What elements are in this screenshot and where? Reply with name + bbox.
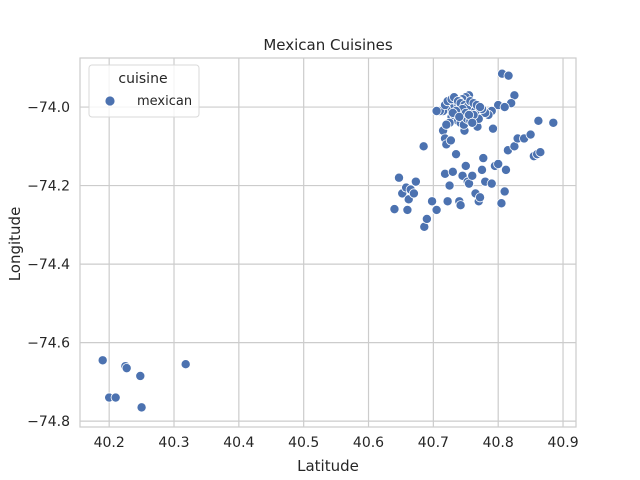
scatter-point — [408, 188, 419, 199]
scatter-point — [410, 176, 421, 187]
x-tick-label: 40.6 — [353, 435, 384, 451]
scatter-point — [402, 204, 413, 215]
scatter-point — [447, 166, 458, 177]
y-tick-labels: −74.8 −74.6 −74.4 −74.2 −74.0 — [27, 100, 70, 430]
scatter-point — [451, 149, 462, 160]
scatter-point — [389, 204, 400, 215]
scatter-point — [442, 196, 453, 207]
legend-title: cuisine — [118, 71, 167, 87]
scatter-point — [533, 115, 544, 126]
scatter-point — [488, 123, 499, 134]
y-axis-label: Longitude — [6, 207, 24, 282]
scatter-point — [97, 355, 108, 366]
legend-label: mexican — [137, 94, 192, 109]
x-tick-label: 40.5 — [288, 435, 319, 451]
scatter-point — [444, 180, 455, 191]
scatter-point — [467, 170, 478, 181]
scatter-point — [136, 402, 147, 413]
scatter-point — [431, 204, 442, 215]
scatter-point — [503, 70, 514, 81]
scatter-point — [441, 119, 452, 130]
scatter-point — [418, 141, 429, 152]
x-tick-label: 40.3 — [158, 435, 189, 451]
x-axis-label: Latitude — [297, 457, 359, 475]
x-tick-labels: 40.2 40.3 40.4 40.5 40.6 40.7 40.8 40.9 — [94, 435, 579, 451]
x-tick-label: 40.2 — [94, 435, 125, 451]
scatter-point — [499, 186, 510, 197]
scatter-point — [486, 178, 497, 189]
y-tick-label: −74.8 — [27, 414, 70, 430]
scatter-point — [493, 158, 504, 169]
data-points — [97, 68, 559, 413]
x-tick-label: 40.8 — [483, 435, 514, 451]
x-tick-label: 40.7 — [418, 435, 449, 451]
scatter-point — [476, 164, 487, 175]
scatter-point — [180, 359, 191, 370]
scatter-point — [475, 102, 486, 113]
scatter-point — [454, 111, 465, 122]
scatter-point — [445, 135, 456, 146]
chart-title: Mexican Cuisines — [263, 36, 393, 54]
x-tick-label: 40.4 — [223, 435, 254, 451]
scatter-point — [135, 370, 146, 381]
legend-box — [88, 64, 200, 118]
y-tick-label: −74.6 — [27, 336, 70, 352]
plot-area — [79, 57, 577, 428]
y-tick-label: −74.2 — [27, 179, 70, 195]
scatter-point — [121, 363, 132, 374]
scatter-point — [431, 105, 442, 116]
scatter-point — [393, 172, 404, 183]
scatter-point — [455, 200, 466, 211]
legend: cuisine mexican — [88, 64, 200, 118]
scatter-point — [500, 164, 511, 175]
scatter-point — [421, 213, 432, 224]
y-tick-label: −74.4 — [27, 257, 70, 273]
x-tick-label: 40.9 — [547, 435, 578, 451]
scatter-point — [110, 392, 121, 403]
y-tick-label: −74.0 — [27, 100, 70, 116]
scatter-point — [499, 102, 510, 113]
scatter-point — [475, 192, 486, 203]
scatter-point — [467, 117, 478, 128]
scatter-point — [427, 196, 438, 207]
legend-marker — [104, 95, 116, 107]
scatter-point — [478, 153, 489, 164]
scatter-point — [496, 198, 507, 209]
scatter-point — [460, 160, 471, 171]
scatter-point — [525, 129, 536, 140]
scatter-point — [535, 147, 546, 158]
scatter-point — [548, 117, 559, 128]
